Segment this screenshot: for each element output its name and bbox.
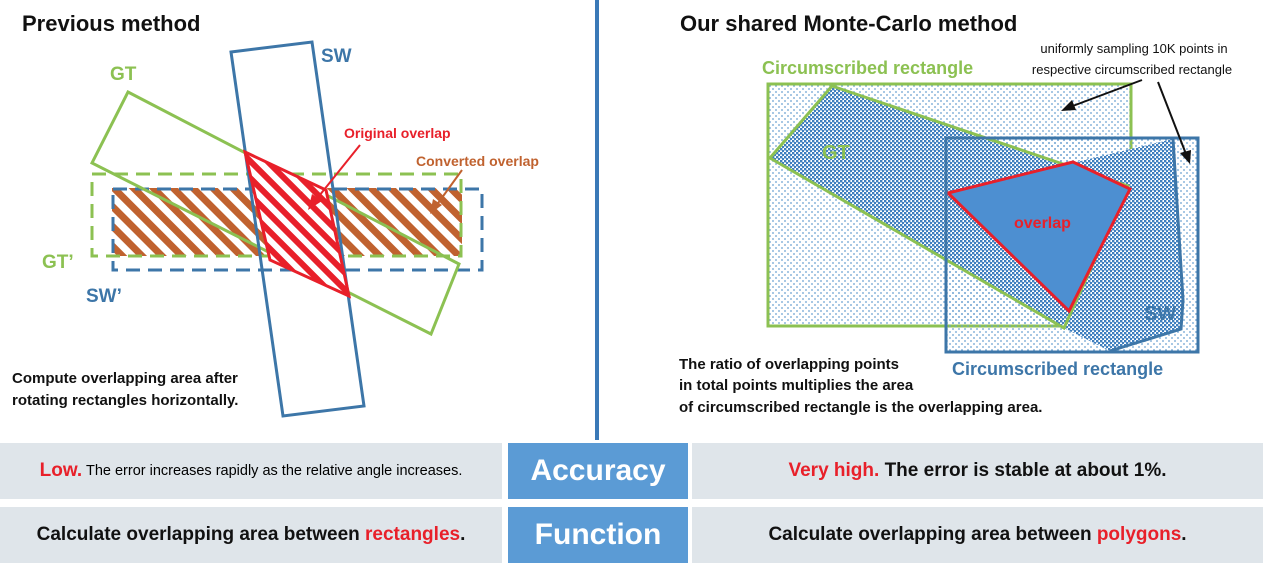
- sampling-arrowhead-right: [1180, 150, 1191, 164]
- function-row: Calculate overlapping area between recta…: [0, 507, 1263, 563]
- function-ours-suffix: .: [1181, 524, 1187, 545]
- converted-overlap-label: Converted overlap: [416, 153, 539, 169]
- sampling-arrowhead-left: [1061, 100, 1076, 111]
- right-caption-line-1: The ratio of overlapping points: [679, 356, 899, 373]
- sampling-arrow-right: [1157, 81, 1187, 155]
- mc-overlap-label: overlap: [1014, 215, 1071, 232]
- converted-overlap-arrowhead: [430, 199, 442, 214]
- function-ours-highlight: polygons: [1096, 524, 1182, 545]
- accuracy-previous-cell: Low. The error increases rapidly as the …: [0, 443, 502, 499]
- mc-sw-label: SW: [1144, 303, 1176, 325]
- original-overlap-arrow: [314, 144, 361, 202]
- accuracy-row: Low. The error increases rapidly as the …: [0, 443, 1263, 499]
- left-caption-line-2: rotating rectangles horizontally.: [12, 392, 238, 409]
- mc-overlap-polygon: [945, 160, 1133, 314]
- left-caption-line-1: Compute overlapping area after: [12, 370, 238, 387]
- gt-label: GT: [110, 64, 137, 85]
- left-panel-title: Previous method: [22, 11, 200, 36]
- function-label: Function: [508, 507, 688, 563]
- function-previous-prefix: Calculate overlapping area between: [36, 524, 366, 545]
- accuracy-previous-text: The error increases rapidly as the relat…: [82, 463, 463, 479]
- right-caption-line-2: in total points multiplies the area: [679, 377, 914, 394]
- converted-overlap-arrow: [435, 169, 463, 207]
- sw-rect: [229, 40, 366, 418]
- accuracy-previous-highlight: Low.: [39, 460, 83, 481]
- right-caption-line-3: of circumscribed rectangle is the overla…: [679, 399, 1042, 416]
- sampling-note-line-1: uniformly sampling 10K points in: [1040, 41, 1227, 56]
- circumscribed-label-bottom: Circumscribed rectangle: [952, 359, 1163, 379]
- sw-circumscribed-rect: [944, 136, 1200, 354]
- accuracy-label: Accuracy: [508, 443, 688, 499]
- accuracy-ours-cell: Very high. The error is stable at about …: [692, 443, 1263, 499]
- function-previous-cell: Calculate overlapping area between recta…: [0, 507, 502, 563]
- function-ours-cell: Calculate overlapping area between polyg…: [692, 507, 1263, 563]
- sw-label: SW: [321, 46, 352, 67]
- mc-gt-label: GT: [822, 142, 850, 164]
- diagram-canvas: Previous method GT SW GT’ SW’ Original o…: [12, 0, 1232, 440]
- accuracy-ours-text: The error is stable at about 1%.: [879, 460, 1167, 481]
- original-overlap-label: Original overlap: [344, 125, 451, 141]
- sw-polygon-edge: [1109, 138, 1185, 353]
- sampling-arrow-left: [1069, 79, 1143, 108]
- gt-rect: [89, 89, 461, 337]
- original-overlap-area: [242, 149, 352, 299]
- sw-prime-label: SW’: [86, 286, 122, 307]
- gt-prime-label: GT’: [42, 252, 74, 273]
- circumscribed-label-top: Circumscribed rectangle: [762, 58, 973, 78]
- original-overlap-arrowhead: [308, 194, 322, 210]
- sampling-note-line-2: respective circumscribed rectangle: [1032, 62, 1232, 77]
- accuracy-ours-highlight: Very high.: [788, 460, 880, 481]
- right-panel-title: Our shared Monte-Carlo method: [680, 11, 1017, 36]
- function-previous-highlight: rectangles: [365, 524, 461, 545]
- function-ours-prefix: Calculate overlapping area between: [768, 524, 1097, 545]
- function-previous-suffix: .: [460, 524, 466, 545]
